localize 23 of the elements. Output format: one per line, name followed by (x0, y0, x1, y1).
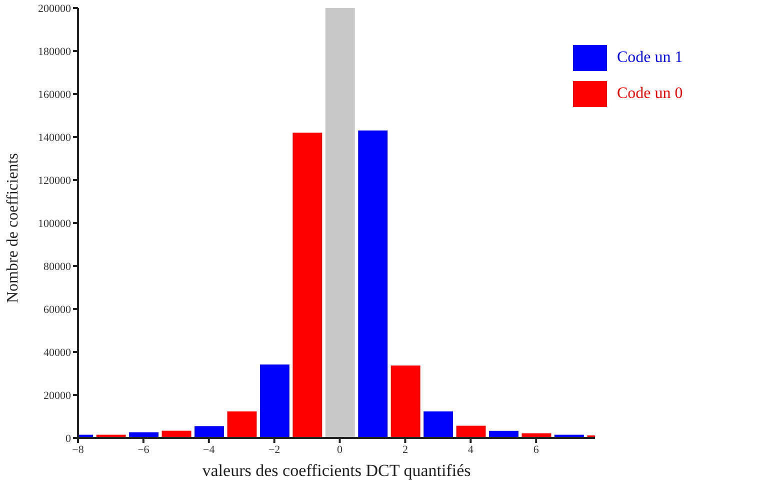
y-tick-label: 0 (66, 432, 72, 445)
y-axis-title: Nombre de coefficients (4, 153, 22, 303)
y-tick-label: 100000 (38, 218, 72, 230)
x-tick-label: −2 (268, 444, 280, 456)
x-tick-label: −4 (203, 444, 216, 456)
legend-label: Code un 0 (617, 85, 683, 103)
y-tick-label: 140000 (38, 132, 72, 144)
y-tick-label: 20000 (44, 390, 72, 402)
legend-label: Code un 1 (617, 49, 683, 67)
x-tick-label: 0 (337, 444, 344, 456)
x-axis-title: valeurs des coefficients DCT quantifiés (202, 461, 471, 480)
y-tick-label: 40000 (44, 346, 72, 359)
y-tick-label: 160000 (38, 88, 72, 101)
x-tick-label: −8 (72, 444, 84, 456)
y-tick-label: 200000 (38, 2, 72, 15)
y-tick-label: 60000 (44, 304, 72, 316)
y-tick-label: 120000 (38, 174, 72, 187)
y-tick-label: 180000 (38, 46, 72, 58)
x-tick-label: 2 (402, 444, 408, 456)
x-tick-label: −6 (138, 444, 150, 456)
x-tick-label: 4 (468, 444, 474, 456)
y-tick-label: 80000 (44, 260, 72, 273)
x-tick-label: 6 (533, 444, 540, 456)
